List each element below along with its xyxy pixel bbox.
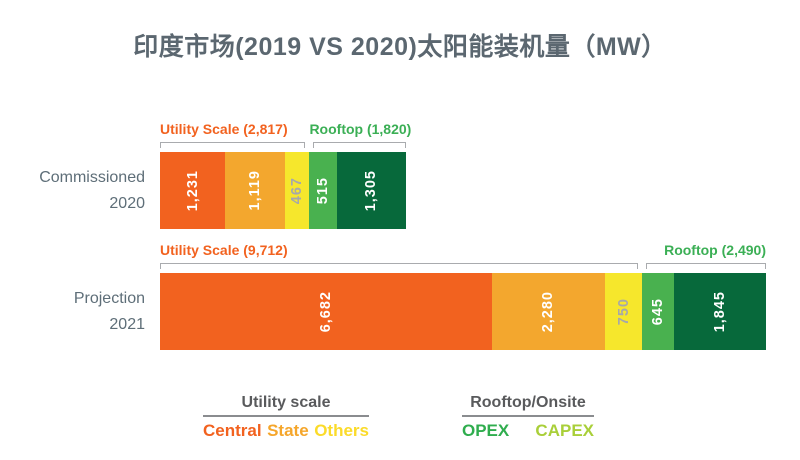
group-bracket (646, 263, 766, 269)
legend-item-list: Central State Others (203, 421, 369, 441)
bar-segment-others: 467 (284, 152, 310, 229)
bar-row: Commissioned 2020 Utility Scale (2,817) Roo… (0, 120, 800, 232)
legend-item-state: State (267, 421, 309, 440)
group-label-utility-scale: Utility Scale (9,712) (160, 242, 288, 258)
group-bracket (313, 142, 406, 148)
segment-value: 515 (315, 176, 332, 205)
row-label-line: Commissioned (39, 169, 145, 186)
row-label-line: Projection (73, 290, 145, 307)
bar-segment-capex: 1,305 (336, 152, 406, 229)
bar-segment-capex: 1,845 (674, 273, 766, 350)
bar-segment-central: 1,231 (160, 152, 226, 229)
segment-value: 750 (615, 297, 632, 326)
row-label-line: 2020 (109, 195, 145, 212)
segment-value: 1,119 (246, 170, 263, 211)
group-bracket (160, 263, 639, 269)
stacked-bar: 1,231 1,119 467 515 1,305 (160, 152, 406, 229)
group-bracket (160, 142, 306, 148)
legend-item-opex: OPEX (462, 421, 510, 440)
group-label-rooftop: Rooftop (2,490) (664, 242, 766, 258)
legend-group-title: Rooftop/Onsite (462, 394, 594, 417)
segment-value: 1,845 (712, 290, 729, 333)
segment-value: 6,682 (317, 290, 334, 333)
segment-value: 1,305 (363, 169, 380, 212)
bar-segment-state: 1,119 (225, 152, 285, 229)
bar-row: Projection 2021 Utility Scale (9,712) Rooft… (0, 241, 800, 353)
bar-segment-opex: 645 (642, 273, 675, 350)
group-label-rooftop: Rooftop (1,820) (309, 121, 412, 137)
bar-segment-others: 750 (605, 273, 643, 350)
bar-segment-state: 2,280 (491, 273, 606, 350)
chart-title: 印度市场(2019 VS 2020)太阳能装机量（MW） (133, 33, 667, 61)
stacked-bar: 6,682 2,280 750 645 1,845 (160, 273, 766, 350)
legend-group: Rooftop/Onsite OPEX CAPEX (462, 394, 594, 441)
segment-value: 645 (650, 297, 667, 326)
legend-item-list: OPEX CAPEX (462, 421, 594, 441)
bar-segment-opex: 515 (309, 152, 337, 229)
row-label: Commissioned 2020 (39, 165, 145, 217)
row-label-line: 2021 (109, 316, 145, 333)
legend-group: Utility scale Central State Others (203, 394, 369, 441)
group-label-utility-scale: Utility Scale (2,817) (160, 121, 288, 137)
segment-value: 2,280 (540, 290, 557, 333)
segment-value: 1,231 (184, 169, 201, 212)
legend-group-title: Utility scale (203, 394, 369, 417)
bar-segment-central: 6,682 (160, 273, 492, 350)
row-label: Projection 2021 (74, 286, 145, 338)
legend-item-others: Others (314, 421, 369, 440)
legend-item-capex: CAPEX (535, 421, 594, 440)
legend: Utility scale Central State Others Rooftop/O… (0, 394, 800, 446)
segment-value: 467 (289, 176, 306, 205)
legend-item-central: Central (203, 421, 262, 440)
